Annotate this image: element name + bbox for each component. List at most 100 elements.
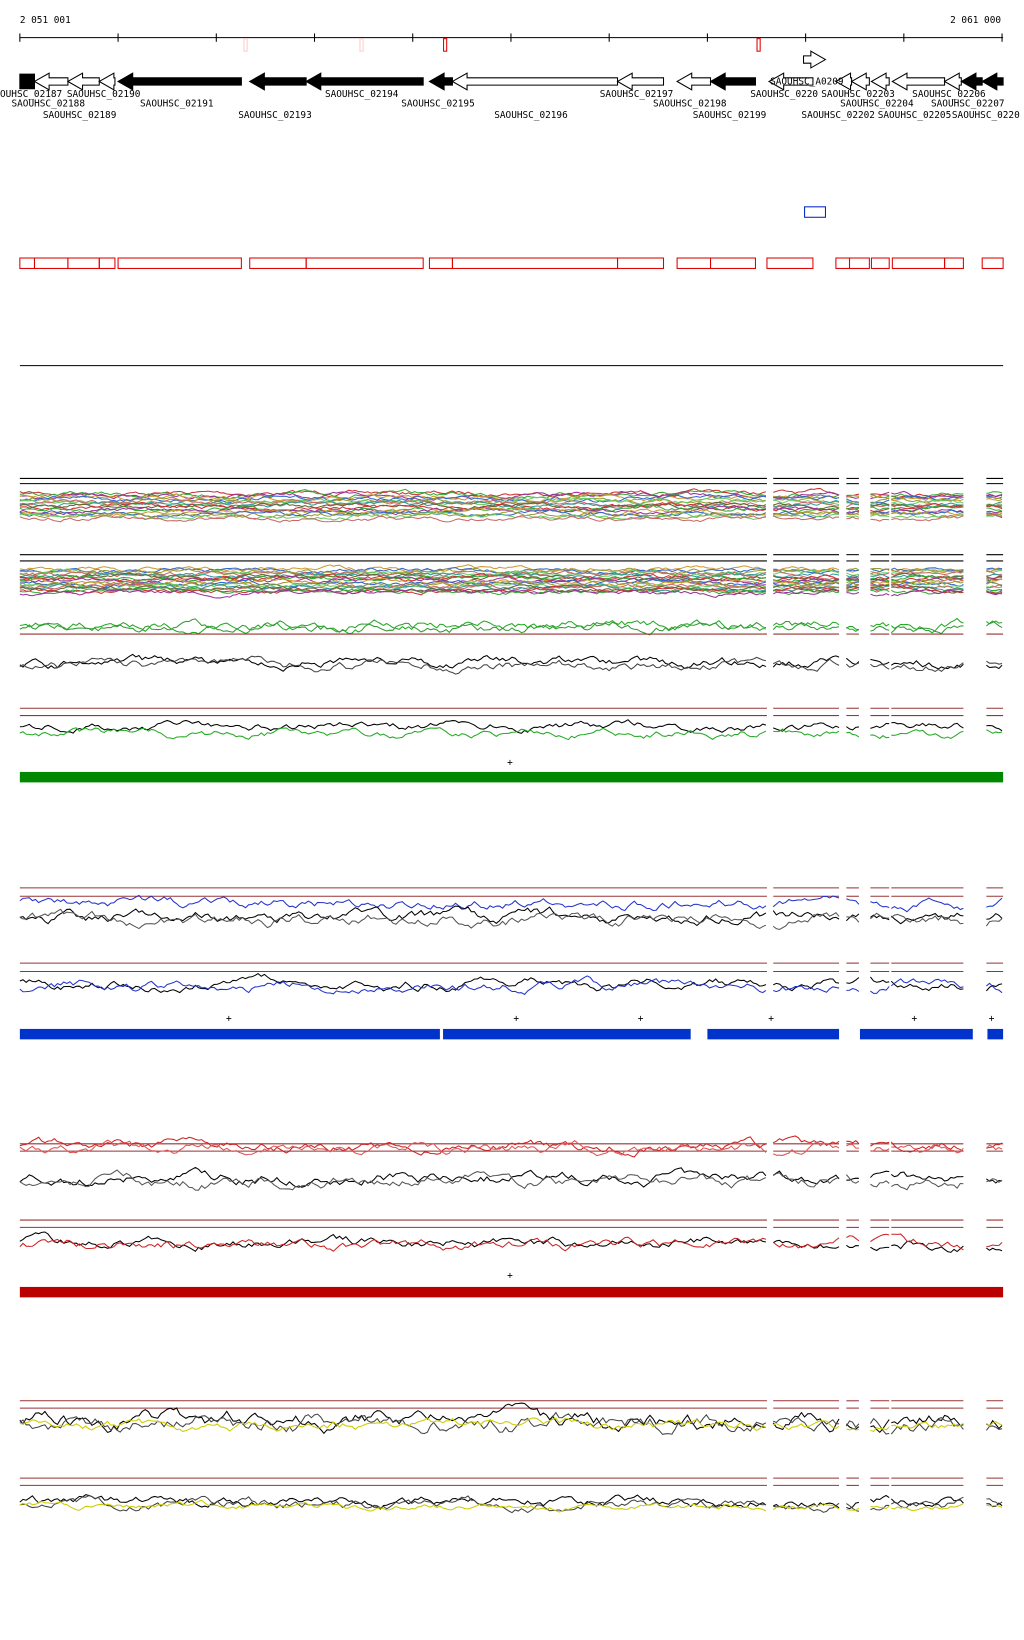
- strand-mark: +: [989, 1014, 995, 1025]
- track-bar: [987, 1028, 1004, 1040]
- signal-line: [870, 901, 890, 909]
- signal-line: [773, 511, 840, 517]
- ruler-marker: [443, 38, 448, 52]
- gene-arrow: [981, 72, 1004, 91]
- gene-label: SAOUHSC_02197: [600, 89, 674, 100]
- gene-label: SAOUHSC_02191: [140, 99, 214, 110]
- signal-line: [19, 564, 766, 573]
- gene-arrow: [767, 72, 814, 91]
- signal-line: [870, 593, 890, 597]
- gene-label: SAOUHSC_02198: [653, 99, 727, 110]
- signal-line: [986, 588, 1003, 593]
- signal-line: [986, 1142, 1003, 1149]
- signal-line: [986, 1144, 1003, 1151]
- feature-box: [804, 206, 826, 218]
- annotation-box: [33, 257, 69, 269]
- signal-line: [846, 494, 860, 498]
- signal-line: [846, 731, 860, 738]
- signal-line: [870, 1246, 890, 1252]
- signal-line: [773, 502, 840, 511]
- gene-arrow: [19, 73, 36, 90]
- signal-line: [870, 513, 890, 518]
- gene-arrow: [428, 72, 453, 91]
- signal-line: [986, 514, 1003, 517]
- ruler-marker: [359, 38, 364, 52]
- annotation-box: [848, 257, 870, 269]
- track-bar: [859, 1028, 973, 1040]
- signal-line: [870, 574, 890, 579]
- annotation-box: [870, 257, 890, 269]
- signal-line: [870, 986, 890, 994]
- signal-line: [846, 1144, 859, 1149]
- strand-mark: +: [638, 1014, 644, 1025]
- signal-line: [891, 584, 964, 592]
- signal-line: [846, 586, 860, 590]
- signal-line: [870, 497, 890, 504]
- signal-line: [19, 653, 767, 672]
- gene-label: SAOUHSC_0220: [750, 89, 818, 100]
- signal-line: [846, 578, 860, 582]
- signal-line: [870, 495, 890, 500]
- signal-line: [986, 496, 1003, 500]
- signal-line: [19, 488, 767, 498]
- signal-line: [773, 500, 840, 508]
- gene-label: SAOUHSC_0220: [952, 110, 1020, 121]
- signal-line: [772, 658, 840, 672]
- signal-line: [773, 579, 840, 588]
- annotation-box: [676, 257, 712, 269]
- signal-line: [773, 728, 840, 738]
- signal-line: [986, 620, 1003, 629]
- signal-line: [870, 506, 890, 511]
- signal-line: [846, 662, 860, 668]
- signal-line: [870, 584, 890, 588]
- signal-line: [986, 1504, 1003, 1508]
- signal-line: [773, 574, 840, 582]
- signal-line: [891, 1414, 964, 1427]
- signal-line: [870, 518, 890, 522]
- signal-line: [19, 727, 767, 741]
- signal-line: [986, 491, 1003, 494]
- signal-line: [870, 625, 890, 632]
- signal-line: [846, 569, 860, 572]
- signal-line: [846, 1177, 859, 1181]
- signal-line: [773, 1420, 840, 1431]
- signal-line: [846, 916, 860, 923]
- gene-arrow: [803, 50, 827, 69]
- gene-label: SAOUHSC_02202: [801, 110, 875, 121]
- gene-label: SAOUHSC_02207: [931, 99, 1005, 110]
- signal-line: [891, 662, 964, 673]
- ruler-end: 2 061 000: [950, 15, 1001, 26]
- signal-line: [891, 588, 964, 595]
- strand-mark: +: [507, 758, 513, 769]
- annotation-box: [249, 257, 307, 269]
- signal-line: [891, 577, 964, 585]
- track-bar: [19, 1286, 1004, 1298]
- annotation-box: [98, 257, 116, 269]
- signal-line: [986, 514, 1003, 517]
- signal-line: [773, 585, 840, 593]
- signal-line: [773, 577, 840, 584]
- annotation-box: [981, 257, 1004, 269]
- signal-line: [870, 1147, 890, 1152]
- gene-label: OUHSC_02187: [0, 89, 62, 100]
- strand-mark: +: [513, 1014, 519, 1025]
- strand-mark: +: [768, 1014, 774, 1025]
- signal-line: [846, 512, 860, 516]
- gene-label: SAOUHSC_02189: [43, 110, 117, 121]
- signal-line: [773, 513, 840, 518]
- annotation-box: [710, 257, 756, 269]
- strand-mark: +: [911, 1014, 917, 1025]
- signal-line: [870, 734, 890, 740]
- gene-label: SAOUHSC_02199: [693, 110, 767, 121]
- signal-line: [846, 591, 860, 595]
- signal-line: [890, 625, 964, 635]
- signal-line: [773, 985, 840, 993]
- signal-line: [870, 1494, 890, 1503]
- signal-line: [19, 574, 766, 583]
- signal-line: [891, 490, 964, 500]
- signal-line: [870, 589, 890, 593]
- signal-line: [19, 908, 767, 930]
- signal-line: [773, 501, 840, 508]
- signal-line: [891, 897, 964, 913]
- signal-line: [846, 1501, 860, 1510]
